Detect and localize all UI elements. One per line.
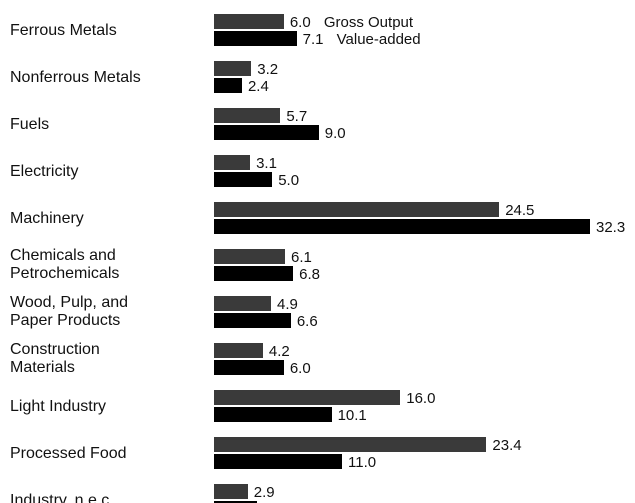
category-label: Nonferrous Metals xyxy=(10,69,141,86)
bar xyxy=(214,31,297,46)
category-label: Chemicals and Petrochemicals xyxy=(10,247,120,282)
bar xyxy=(214,219,590,234)
value-label: 4.9 xyxy=(277,296,298,313)
value-label: 2.4 xyxy=(247,78,269,95)
category-label: Ferrous Metals xyxy=(10,22,117,39)
bar xyxy=(214,249,285,264)
value-label: 23.4 xyxy=(492,437,522,454)
category-label: Machinery xyxy=(10,210,84,227)
value-label: 7.1 xyxy=(302,31,324,48)
value-label: 11.0 xyxy=(348,454,377,471)
category-label: Construction Materials xyxy=(10,341,100,376)
value-label: 6.6 xyxy=(296,313,318,330)
value-label: 2.9 xyxy=(253,484,275,501)
bar xyxy=(214,202,500,217)
bar xyxy=(214,454,343,469)
legend-entry: Gross Output xyxy=(323,14,414,31)
value-label: 3.1 xyxy=(256,155,277,172)
bar xyxy=(214,343,263,358)
bar xyxy=(214,313,291,328)
value-label: 3.2 xyxy=(257,61,279,78)
value-label: 9.0 xyxy=(324,125,346,142)
value-label: 5.7 xyxy=(286,108,308,125)
value-label: 24.5 xyxy=(505,202,535,219)
bar xyxy=(214,172,273,187)
category-label: Processed Food xyxy=(10,445,127,462)
value-label: 6.1 xyxy=(291,249,312,266)
bar xyxy=(214,390,401,405)
bar xyxy=(214,266,294,281)
bar xyxy=(214,108,281,123)
category-label: Electricity xyxy=(10,163,79,180)
bar xyxy=(214,484,248,499)
category-label: Light Industry xyxy=(10,398,107,415)
category-label: Wood, Pulp, and Paper Products xyxy=(10,294,129,329)
value-label: 6.0 xyxy=(289,360,311,377)
bar xyxy=(214,14,284,29)
value-label: 32.3 xyxy=(596,219,626,236)
bar xyxy=(214,437,487,452)
bar xyxy=(214,501,258,503)
value-label: 6.8 xyxy=(299,266,321,283)
legend-entry: Value-added xyxy=(336,31,421,48)
bar xyxy=(214,407,332,422)
category-label: Fuels xyxy=(10,116,50,133)
value-label: 6.0 xyxy=(289,14,311,31)
value-label: 16.0 xyxy=(406,390,436,407)
value-label: 5.0 xyxy=(278,172,300,189)
bar xyxy=(214,360,284,375)
bar xyxy=(214,125,319,140)
value-label: 4.2 xyxy=(268,343,290,360)
value-label: 10.1 xyxy=(337,407,367,424)
bar xyxy=(214,61,252,76)
bar xyxy=(214,155,251,170)
bar xyxy=(214,296,272,311)
category-label: Industry, n.e.c. xyxy=(10,492,114,503)
bar xyxy=(214,78,242,93)
